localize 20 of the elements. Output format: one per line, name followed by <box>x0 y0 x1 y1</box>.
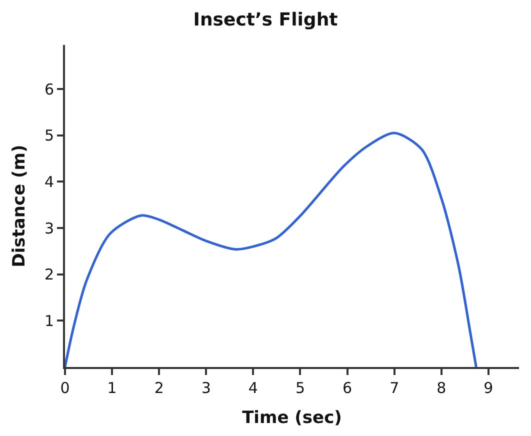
x-tick-label: 7 <box>390 379 400 397</box>
y-axis-title: Distance (m) <box>10 144 30 268</box>
y-tick-label: 4 <box>44 172 54 191</box>
y-tick-label: 5 <box>44 126 54 145</box>
x-tick-label: 4 <box>248 379 258 397</box>
line-series <box>65 132 478 367</box>
y-tick-label: 2 <box>44 266 54 284</box>
x-tick-label: 6 <box>342 379 352 397</box>
x-tick-label: 5 <box>295 379 306 397</box>
x-tick-label: 3 <box>201 379 211 397</box>
y-tick-label: 6 <box>44 80 54 98</box>
y-tick-label: 3 <box>44 219 54 238</box>
x-tick-label: 1 <box>107 379 117 397</box>
x-axis-title: Time (sec) <box>242 408 342 428</box>
x-tick-label: 8 <box>436 379 446 397</box>
chart-title: Insect’s Flight <box>193 10 338 31</box>
x-tick-label: 9 <box>484 379 494 397</box>
y-tick-label: 1 <box>44 312 54 330</box>
x-tick-label: 0 <box>60 379 70 397</box>
x-tick-label: 2 <box>154 379 164 397</box>
